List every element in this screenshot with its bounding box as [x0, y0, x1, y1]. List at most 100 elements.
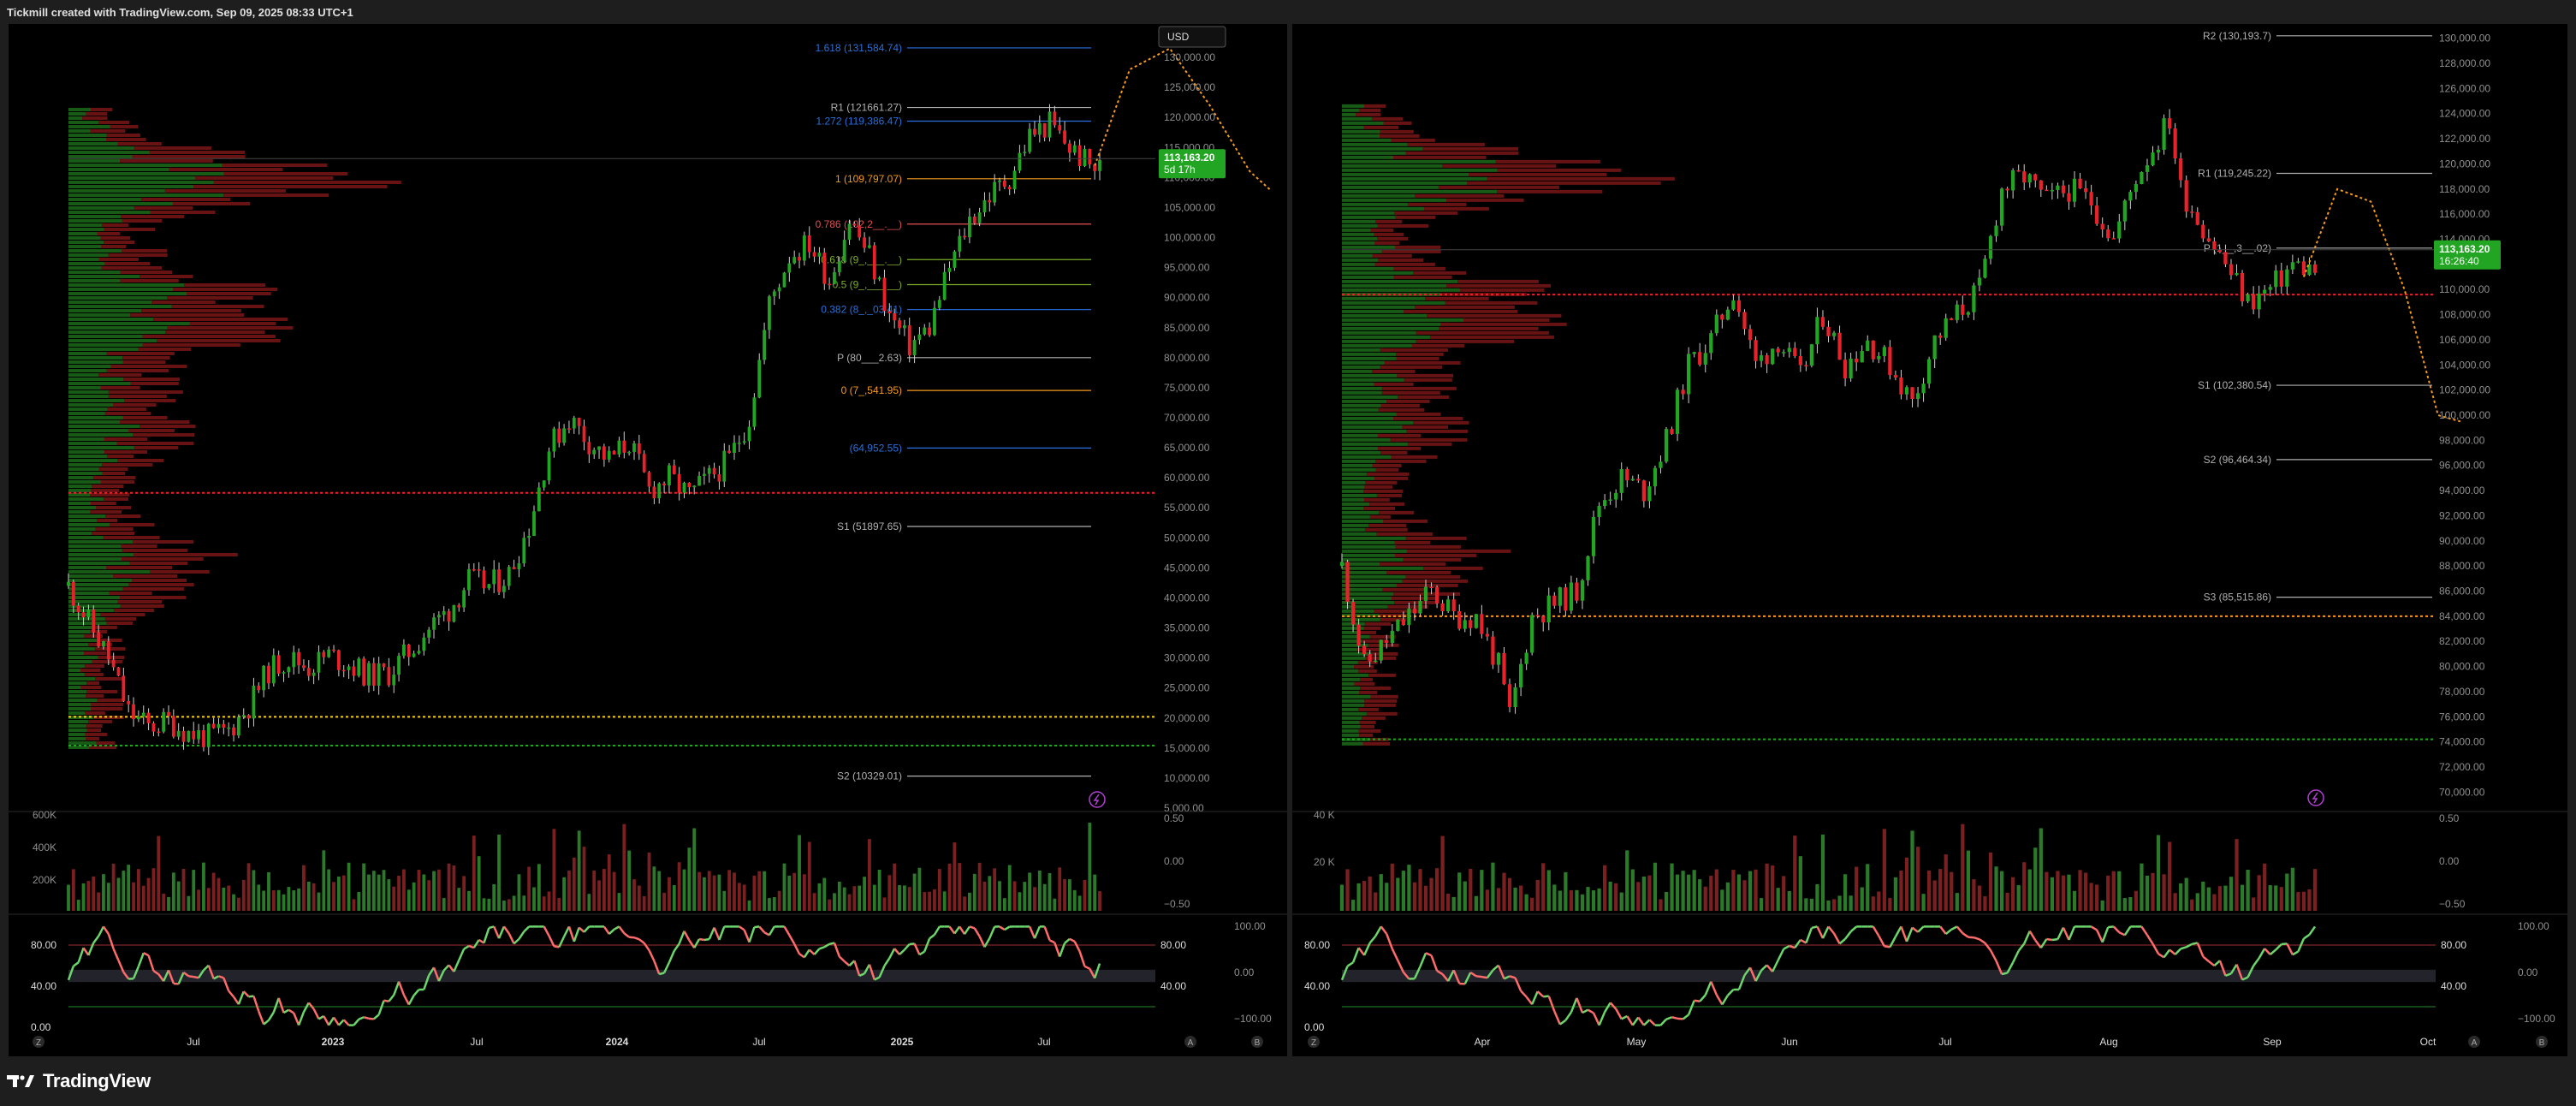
volume-profile-up-row	[1342, 493, 1377, 497]
right-chart-svg[interactable]: R2 (130,193.7)R1 (119,245.22)P (1__,3__.…	[1292, 24, 2567, 1056]
volume-bar	[2089, 883, 2093, 911]
price-axis-tick: 120,000.00	[2439, 158, 2490, 169]
volume-profile-down-row	[1359, 720, 1376, 724]
left-chart-panel[interactable]: 1.618 (131,584.74) R1 (121661.27) 1.272 (1…	[9, 24, 1287, 1056]
right-chart-panel[interactable]: R2 (130,193.7) R1 (119,245.22) P (1__,3__.…	[1292, 24, 2567, 1056]
rsi-line-segment	[2258, 948, 2266, 959]
volume-profile-up-row	[68, 412, 105, 416]
volume-profile-down-row	[1369, 502, 1404, 506]
volume-profile-down-row	[104, 241, 135, 245]
pivot-level-label: S2 (10329.01)	[837, 770, 902, 782]
volume-profile-down-row	[130, 313, 245, 318]
volume-profile-up-row	[68, 510, 91, 514]
volume-bar	[697, 871, 701, 911]
volume-bar	[1524, 894, 1528, 911]
rsi-line-segment	[1704, 981, 1712, 996]
volume-profile-down-row	[103, 536, 160, 540]
volume-bar	[747, 900, 751, 911]
volume-profile-down-row	[1404, 378, 1452, 382]
volume-bar	[442, 898, 446, 911]
time-axis-label: Jul	[1938, 1036, 1951, 1048]
volume-bar	[777, 890, 781, 911]
pivot-level-label: 1 (109,797.07)	[835, 173, 902, 185]
volume-bar	[2061, 875, 2066, 911]
volume-bar	[632, 879, 636, 911]
pivot-level-label: 1.618 (131,584.74)	[816, 42, 902, 54]
time-axis-label: 2025	[891, 1036, 914, 1048]
candle-body	[202, 730, 205, 747]
volume-bar	[236, 897, 240, 911]
volume-profile-up-row	[1342, 450, 1381, 455]
rsi-line-segment	[1783, 944, 1790, 950]
candle-body	[1042, 122, 1047, 138]
volume-profile-up-row	[1342, 420, 1414, 425]
price-axis-tick: 100,000.00	[2439, 409, 2490, 421]
volume-bar	[1591, 890, 1596, 911]
volume-profile-up-row	[1342, 489, 1364, 493]
volume-bar	[1002, 898, 1006, 911]
candle-body	[1602, 500, 1607, 507]
candle-body	[1072, 145, 1077, 153]
volume-bar	[1513, 887, 1517, 911]
rsi-line-segment	[297, 1011, 306, 1026]
volume-profile-down-row	[1380, 403, 1420, 407]
volume-profile-up-row	[1342, 296, 1426, 300]
tradingview-logo[interactable]: TradingView	[7, 1068, 151, 1094]
candle-body	[1809, 344, 1814, 366]
candle-body	[933, 307, 936, 336]
candle-body	[227, 727, 231, 729]
volume-profile-down-row	[92, 660, 123, 664]
volume-profile-up-row	[68, 485, 92, 489]
rsi-line-segment	[1073, 941, 1081, 952]
candle-body	[1815, 317, 1819, 345]
volume-profile-down-row	[1405, 151, 1519, 155]
volume-profile-up-row	[68, 497, 104, 502]
volume-profile-down-row	[117, 600, 163, 604]
volume-profile-down-row	[129, 562, 188, 566]
volume-bar	[2301, 891, 2306, 911]
left-chart-svg[interactable]: 1.618 (131,584.74)R1 (121661.27)1.272 (1…	[9, 24, 1287, 1056]
volume-bar	[2279, 887, 2283, 911]
volume-profile-up-row	[1342, 459, 1376, 463]
rsi-line-segment	[277, 997, 285, 1014]
rsi-line-segment	[423, 974, 430, 990]
rsi-line-segment	[2051, 937, 2058, 942]
volume-bar	[1988, 852, 1993, 911]
candle-body	[1469, 620, 1473, 628]
volume-profile-down-row	[1446, 283, 1552, 288]
rsi-line-segment	[858, 972, 865, 977]
volume-bar	[1491, 862, 1495, 911]
rsi-line-segment	[1950, 925, 1958, 931]
rsi-line-segment	[1905, 927, 1914, 942]
volume-bar	[912, 873, 917, 911]
volume-profile-down-row	[134, 553, 238, 557]
rsi-line-segment	[1043, 925, 1051, 941]
volume-bar	[106, 883, 110, 911]
candle-body	[768, 296, 771, 330]
volume-profile-down-row	[1396, 412, 1441, 416]
volume-profile-up-row	[68, 677, 96, 681]
volume-bar	[2033, 847, 2038, 911]
volume-bar	[1098, 891, 1101, 911]
candle-body	[953, 251, 957, 268]
volume-profile-up-row	[1342, 425, 1403, 429]
bar-countdown-label: 16:26:40	[2439, 255, 2479, 267]
volume-profile-down-row	[1403, 557, 1462, 562]
volume-bar	[377, 874, 381, 911]
price-axis-tick: 98,000.00	[2439, 434, 2485, 446]
rsi-line-segment	[1083, 965, 1090, 970]
volume-bar	[1586, 887, 1590, 911]
candle-body	[1339, 562, 1344, 567]
pivot-level-label: P (80___2.63)	[837, 352, 902, 364]
volume-bar	[712, 875, 716, 911]
rsi-line-segment	[1340, 966, 1349, 981]
price-axis-tick: 65,000.00	[1164, 442, 1210, 454]
candle-body	[822, 253, 827, 284]
rsi-line-segment	[397, 981, 406, 996]
volume-profile-down-row	[1446, 198, 1524, 202]
candle-body	[167, 711, 170, 717]
volume-bar	[1809, 898, 1814, 911]
volume-profile-down-row	[1357, 630, 1377, 634]
volume-bar	[2240, 884, 2245, 911]
volume-profile-up-row	[68, 138, 107, 142]
